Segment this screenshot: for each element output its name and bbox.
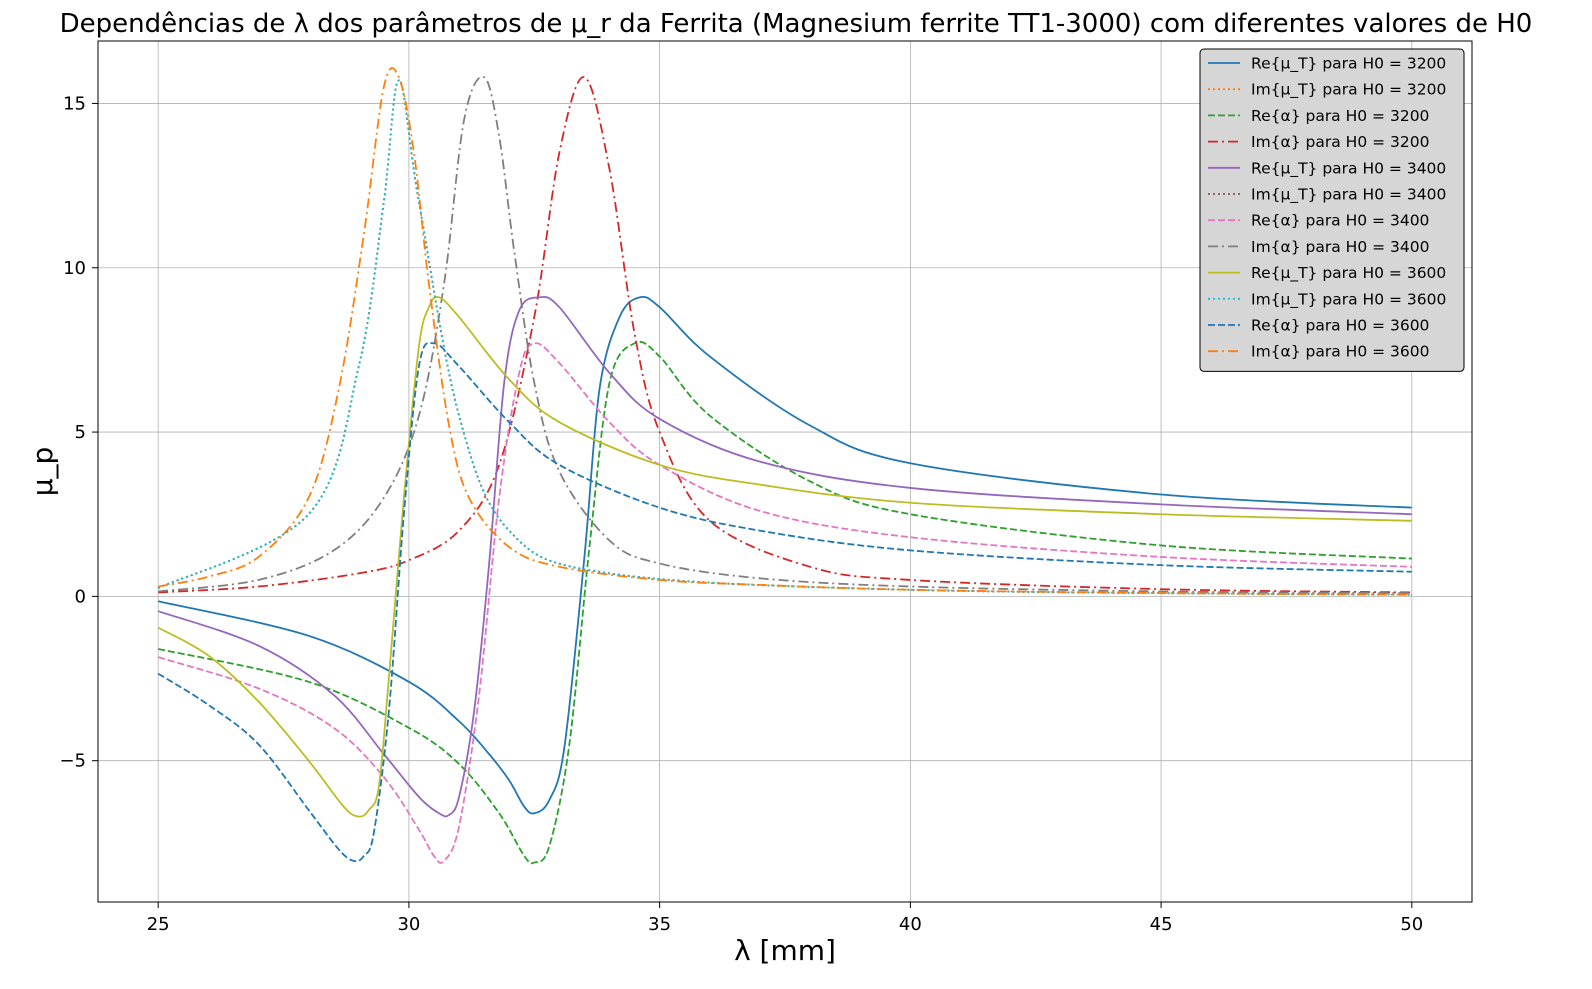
legend-label: Im{μ_T} para H0 = 3200	[1251, 81, 1446, 100]
y-tick-label: 0	[75, 586, 86, 607]
series-line-3	[158, 76, 1412, 594]
legend-label: Re{α} para H0 = 3200	[1251, 107, 1429, 125]
y-tick-label: −5	[59, 751, 86, 772]
series-line-10	[157, 342, 1412, 863]
legend-label: Re{μ_T} para H0 = 3200	[1251, 55, 1446, 74]
legend-label: Im{α} para H0 = 3600	[1251, 343, 1429, 361]
plot-area-frame	[97, 40, 1473, 903]
x-tick-label: 45	[1150, 914, 1173, 935]
series-lines	[157, 67, 1412, 865]
series-line-6	[157, 342, 1412, 864]
chart-title: Dependências de λ dos parâmetros de μ_r …	[60, 9, 1533, 39]
axis-ticks: 25 30 35 40 45 50 −5 0 5 10 15	[59, 93, 1423, 935]
legend-label: Re{α} para H0 = 3400	[1251, 212, 1429, 230]
series-line-7	[158, 75, 1412, 594]
x-axis-label: λ [mm]	[734, 934, 836, 967]
x-tick-label: 50	[1400, 914, 1423, 935]
series-line-4	[157, 295, 1412, 818]
x-tick-label: 35	[648, 914, 671, 935]
legend-label: Im{α} para H0 = 3200	[1251, 133, 1429, 151]
legend-box	[1199, 48, 1465, 372]
y-tick-label: 5	[75, 422, 86, 443]
x-tick-label: 30	[397, 914, 420, 935]
legend-label: Im{α} para H0 = 3400	[1251, 238, 1429, 256]
legend-label: Re{μ_T} para H0 = 3400	[1251, 159, 1446, 178]
legend-label: Im{μ_T} para H0 = 3600	[1251, 290, 1446, 309]
series-line-8	[157, 296, 1412, 818]
y-axis-label: μ_p	[26, 447, 59, 497]
series-line-2	[157, 340, 1412, 865]
legend-label: Re{μ_T} para H0 = 3600	[1251, 264, 1446, 283]
series-line-11	[158, 67, 1412, 596]
x-tick-label: 25	[147, 914, 170, 935]
y-tick-label: 15	[63, 93, 86, 114]
x-tick-label: 40	[899, 914, 922, 935]
legend-label: Re{α} para H0 = 3600	[1251, 317, 1429, 335]
series-line-9	[157, 79, 1412, 596]
legend: Re{μ_T} para H0 = 3200 Im{μ_T} para H0 = …	[1199, 48, 1465, 372]
y-tick-label: 10	[63, 258, 86, 279]
series-line-0	[157, 295, 1412, 815]
legend-label: Im{μ_T} para H0 = 3400	[1251, 186, 1446, 205]
